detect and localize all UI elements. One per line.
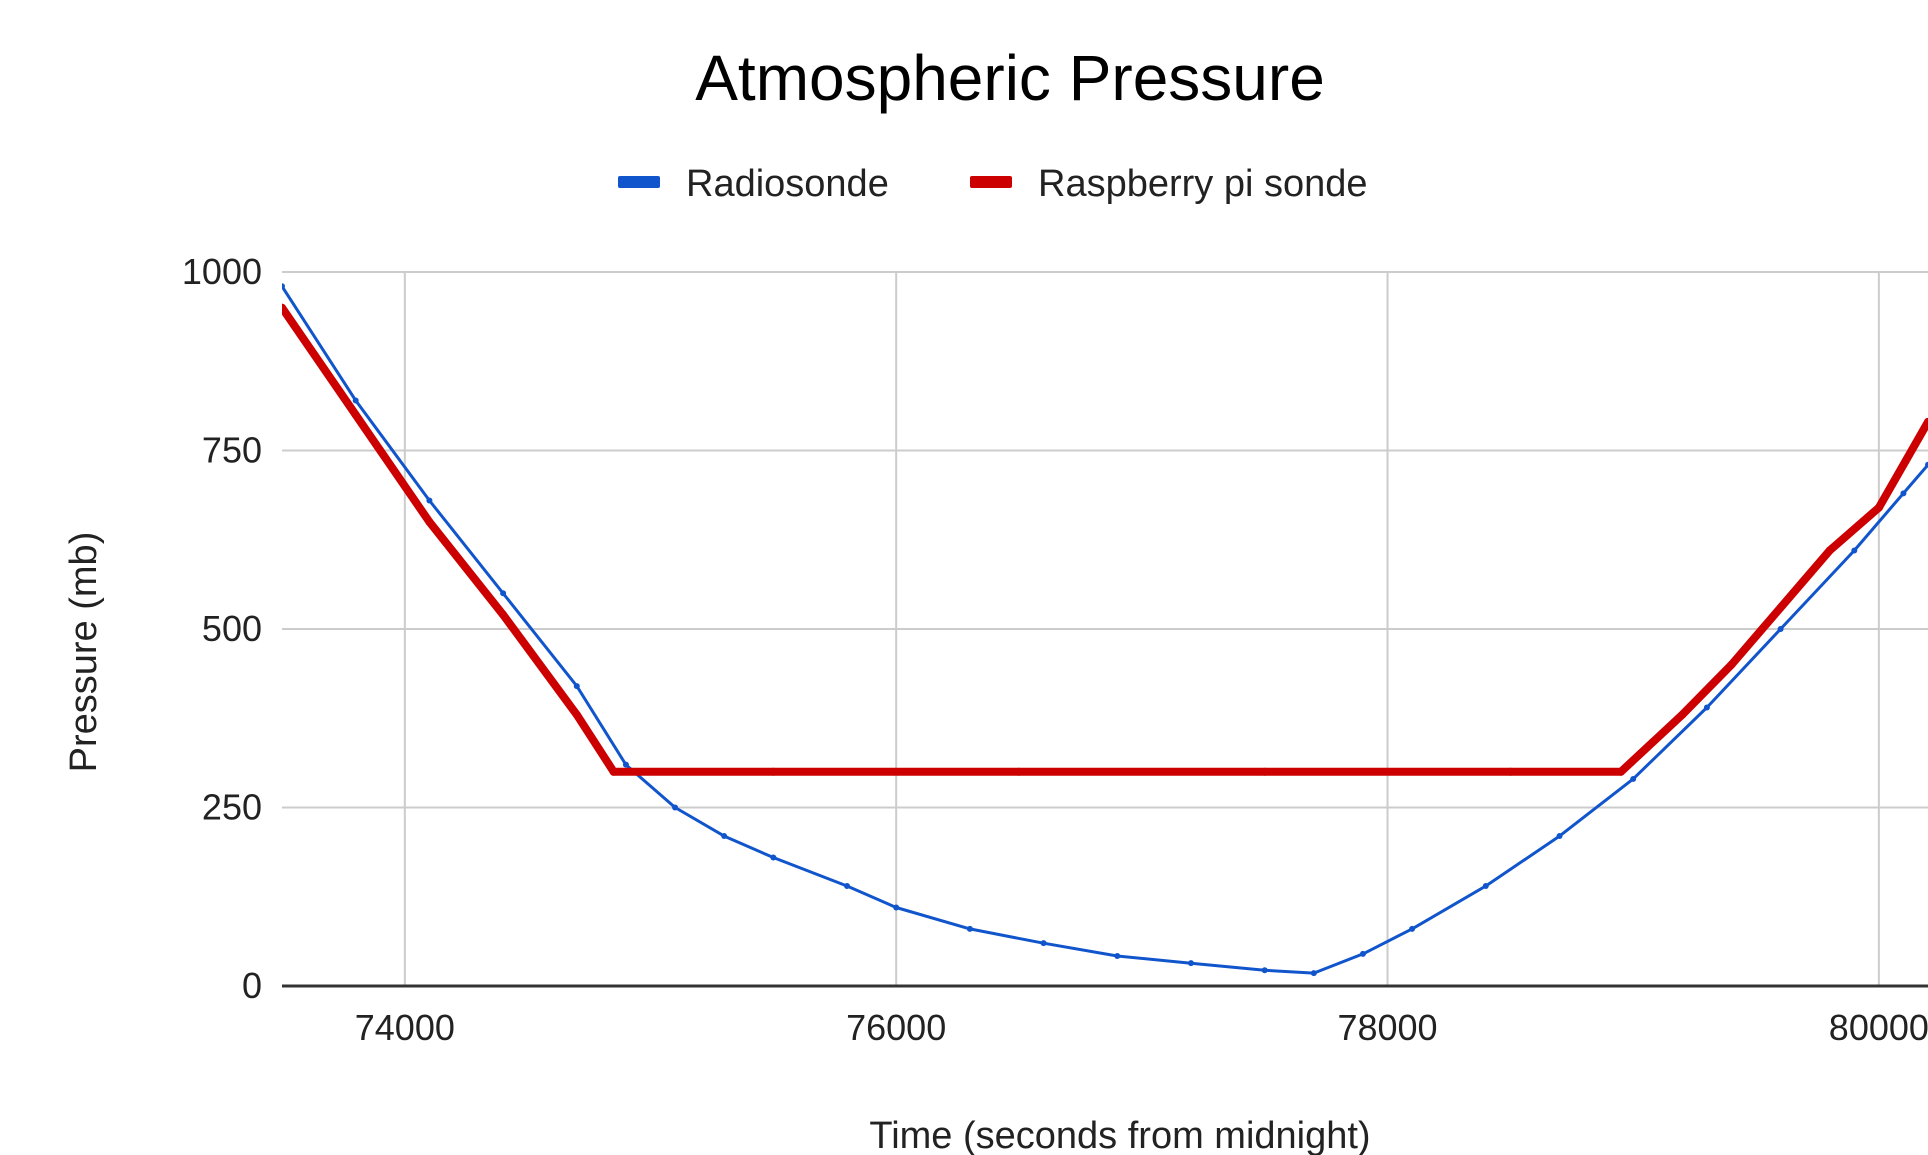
data-point-radiosonde xyxy=(672,804,679,811)
data-point-radiosonde xyxy=(1703,704,1710,711)
data-point-radiosonde xyxy=(1925,461,1928,468)
legend-label: Raspberry pi sonde xyxy=(1038,163,1368,205)
y-axis-ticks: 0 250 500 750 1000 xyxy=(182,251,262,1006)
data-point-radiosonde xyxy=(500,590,507,597)
data-point-radiosonde xyxy=(573,683,580,690)
data-point-raspberry-pi-sonde xyxy=(1727,660,1736,669)
data-point-raspberry-pi-sonde xyxy=(1678,710,1687,719)
data-point-radiosonde xyxy=(1630,775,1637,782)
x-tick-label: 80000 xyxy=(1829,1007,1928,1048)
data-point-raspberry-pi-sonde xyxy=(1924,417,1928,426)
data-point-raspberry-pi-sonde xyxy=(1874,503,1883,512)
data-point-radiosonde xyxy=(1261,967,1268,974)
x-tick-label: 78000 xyxy=(1337,1007,1437,1048)
y-tick-label: 750 xyxy=(202,430,262,471)
data-point-raspberry-pi-sonde xyxy=(1776,603,1785,612)
legend: Radiosonde Raspberry pi sonde xyxy=(618,163,1368,205)
x-axis-title: Time (seconds from midnight) xyxy=(869,1115,1370,1155)
data-point-raspberry-pi-sonde xyxy=(499,610,508,619)
y-tick-label: 250 xyxy=(202,787,262,828)
data-point-radiosonde xyxy=(1114,953,1121,960)
data-point-radiosonde xyxy=(622,761,629,768)
legend-swatch xyxy=(618,176,660,188)
y-tick-label: 1000 xyxy=(182,251,262,292)
legend-label: Radiosonde xyxy=(686,163,889,205)
data-point-radiosonde xyxy=(282,283,285,290)
data-point-radiosonde xyxy=(1900,490,1907,497)
data-point-raspberry-pi-sonde xyxy=(1260,767,1269,776)
data-point-radiosonde xyxy=(1851,547,1858,554)
data-point-radiosonde xyxy=(1482,883,1489,890)
data-point-radiosonde xyxy=(1409,925,1416,932)
data-point-radiosonde xyxy=(352,397,359,404)
data-point-raspberry-pi-sonde xyxy=(351,410,360,419)
x-tick-label: 76000 xyxy=(846,1007,946,1048)
data-point-raspberry-pi-sonde xyxy=(282,303,286,312)
data-point-raspberry-pi-sonde xyxy=(1506,767,1515,776)
x-axis-ticks: 74000 76000 78000 80000 xyxy=(355,1007,1928,1048)
data-point-radiosonde xyxy=(1359,950,1366,957)
x-tick-label: 74000 xyxy=(355,1007,455,1048)
data-point-raspberry-pi-sonde xyxy=(572,710,581,719)
data-point-raspberry-pi-sonde xyxy=(769,767,778,776)
y-tick-label: 0 xyxy=(242,965,262,1006)
data-point-radiosonde xyxy=(1777,626,1784,632)
data-point-radiosonde xyxy=(1187,960,1194,967)
data-point-raspberry-pi-sonde xyxy=(1015,767,1024,776)
data-point-radiosonde xyxy=(721,833,728,840)
data-point-radiosonde xyxy=(966,925,973,932)
y-tick-label: 500 xyxy=(202,608,262,649)
data-point-raspberry-pi-sonde xyxy=(1616,767,1625,776)
data-point-radiosonde xyxy=(770,854,777,861)
data-point-radiosonde xyxy=(1556,833,1563,840)
data-point-radiosonde xyxy=(1310,970,1317,977)
data-point-radiosonde xyxy=(893,904,900,911)
data-point-raspberry-pi-sonde xyxy=(1825,546,1834,555)
data-point-raspberry-pi-sonde xyxy=(425,517,434,526)
data-point-radiosonde xyxy=(1040,940,1047,947)
y-axis-title: Pressure (mb) xyxy=(63,532,105,773)
legend-swatch xyxy=(970,176,1012,188)
chart-title: Atmospheric Pressure xyxy=(695,42,1325,114)
data-point-radiosonde xyxy=(844,883,851,890)
data-point-raspberry-pi-sonde xyxy=(609,767,618,776)
data-point-radiosonde xyxy=(426,497,433,504)
series-layer xyxy=(282,283,1928,977)
grid xyxy=(282,271,1928,986)
